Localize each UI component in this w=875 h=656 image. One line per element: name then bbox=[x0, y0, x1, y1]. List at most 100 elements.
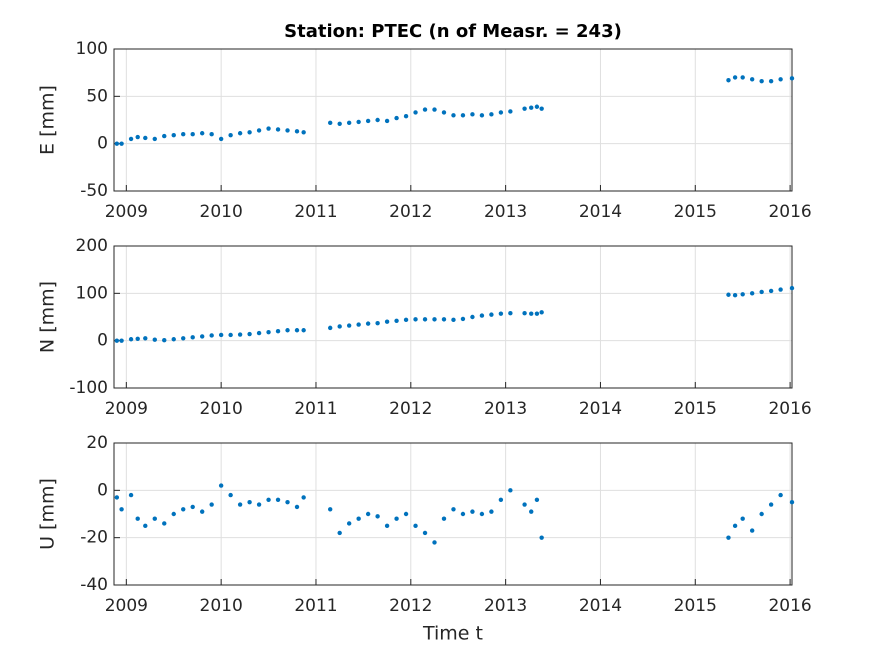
data-point bbox=[470, 112, 475, 117]
data-point bbox=[394, 318, 399, 323]
data-point bbox=[266, 126, 271, 131]
data-point bbox=[460, 113, 466, 118]
data-point bbox=[384, 118, 390, 124]
data-point bbox=[522, 106, 527, 111]
data-point bbox=[365, 321, 371, 326]
data-point bbox=[181, 507, 186, 512]
data-point bbox=[256, 128, 262, 133]
data-point bbox=[218, 136, 224, 142]
x-tick-label: 2010 bbox=[200, 596, 243, 616]
data-point bbox=[726, 535, 731, 540]
data-point bbox=[128, 136, 134, 142]
data-point bbox=[534, 311, 540, 316]
data-point bbox=[375, 320, 380, 326]
x-tick-label: 2010 bbox=[200, 399, 243, 419]
data-point bbox=[152, 516, 157, 521]
data-point bbox=[422, 317, 428, 322]
data-point bbox=[294, 129, 300, 134]
data-point bbox=[432, 540, 437, 545]
data-point bbox=[365, 511, 371, 517]
data-point bbox=[337, 324, 342, 329]
data-point bbox=[328, 325, 333, 331]
data-point bbox=[171, 337, 176, 342]
data-point bbox=[778, 77, 783, 82]
data-point bbox=[294, 328, 300, 333]
data-point bbox=[301, 130, 306, 135]
data-point bbox=[394, 115, 399, 121]
data-point bbox=[403, 317, 409, 323]
y-axis-label: N [mm] bbox=[37, 281, 59, 353]
x-tick-label: 2012 bbox=[389, 399, 432, 419]
data-point bbox=[199, 509, 205, 514]
data-point bbox=[190, 335, 195, 340]
x-tick-label: 2015 bbox=[674, 399, 717, 419]
data-point bbox=[539, 106, 544, 111]
data-point bbox=[237, 332, 243, 337]
data-point bbox=[384, 319, 390, 324]
data-point bbox=[789, 76, 795, 81]
data-point bbox=[328, 120, 333, 126]
data-point bbox=[749, 291, 755, 296]
data-point bbox=[759, 289, 764, 295]
x-tick-label: 2015 bbox=[674, 596, 717, 616]
plot-area bbox=[114, 49, 792, 191]
data-point bbox=[162, 521, 167, 526]
data-point bbox=[778, 287, 783, 292]
data-point bbox=[266, 497, 271, 502]
data-point bbox=[199, 334, 205, 339]
data-point bbox=[346, 521, 352, 526]
data-point bbox=[498, 311, 504, 316]
data-point bbox=[135, 134, 140, 140]
data-point bbox=[759, 511, 764, 517]
data-point bbox=[328, 507, 333, 512]
y-tick-label: -100 bbox=[69, 378, 108, 398]
data-point bbox=[181, 132, 186, 137]
data-point bbox=[778, 492, 783, 498]
data-point bbox=[441, 516, 447, 521]
data-point bbox=[413, 523, 418, 529]
data-point bbox=[209, 333, 214, 338]
data-point bbox=[171, 511, 176, 517]
x-tick-label: 2010 bbox=[200, 202, 243, 222]
data-point bbox=[539, 535, 544, 540]
data-point bbox=[413, 317, 418, 322]
axes-box bbox=[113, 48, 793, 192]
data-point bbox=[384, 523, 390, 529]
data-point bbox=[143, 135, 148, 141]
x-tick-label: 2013 bbox=[484, 202, 527, 222]
data-point bbox=[529, 509, 534, 514]
data-point bbox=[460, 511, 466, 517]
data-point bbox=[247, 499, 252, 505]
data-point bbox=[749, 77, 755, 82]
x-tick-label: 2013 bbox=[484, 596, 527, 616]
data-point bbox=[479, 113, 485, 118]
data-point bbox=[199, 131, 205, 136]
data-point bbox=[732, 523, 738, 529]
data-point bbox=[301, 495, 306, 500]
y-tick-label: 200 bbox=[76, 236, 108, 256]
data-point bbox=[451, 113, 456, 118]
data-point bbox=[451, 317, 456, 323]
data-point bbox=[460, 316, 466, 322]
data-point bbox=[470, 314, 475, 320]
data-point bbox=[228, 132, 233, 138]
x-tick-label: 2011 bbox=[294, 399, 337, 419]
data-point bbox=[218, 332, 224, 338]
data-point bbox=[209, 132, 214, 137]
data-point bbox=[489, 112, 494, 117]
data-point bbox=[119, 507, 124, 512]
data-point bbox=[275, 497, 281, 502]
data-point bbox=[479, 511, 485, 517]
data-point bbox=[266, 329, 271, 335]
data-point bbox=[162, 133, 167, 139]
x-tick-label: 2009 bbox=[105, 202, 148, 222]
x-tick-label: 2016 bbox=[768, 399, 811, 419]
data-point bbox=[479, 313, 485, 318]
y-axis-label: E [mm] bbox=[37, 85, 59, 155]
y-tick-label: 100 bbox=[76, 283, 108, 303]
data-point bbox=[237, 131, 243, 136]
data-point bbox=[143, 336, 148, 341]
y-tick-label: 50 bbox=[86, 86, 108, 106]
data-point bbox=[114, 338, 120, 343]
data-point bbox=[403, 511, 409, 517]
